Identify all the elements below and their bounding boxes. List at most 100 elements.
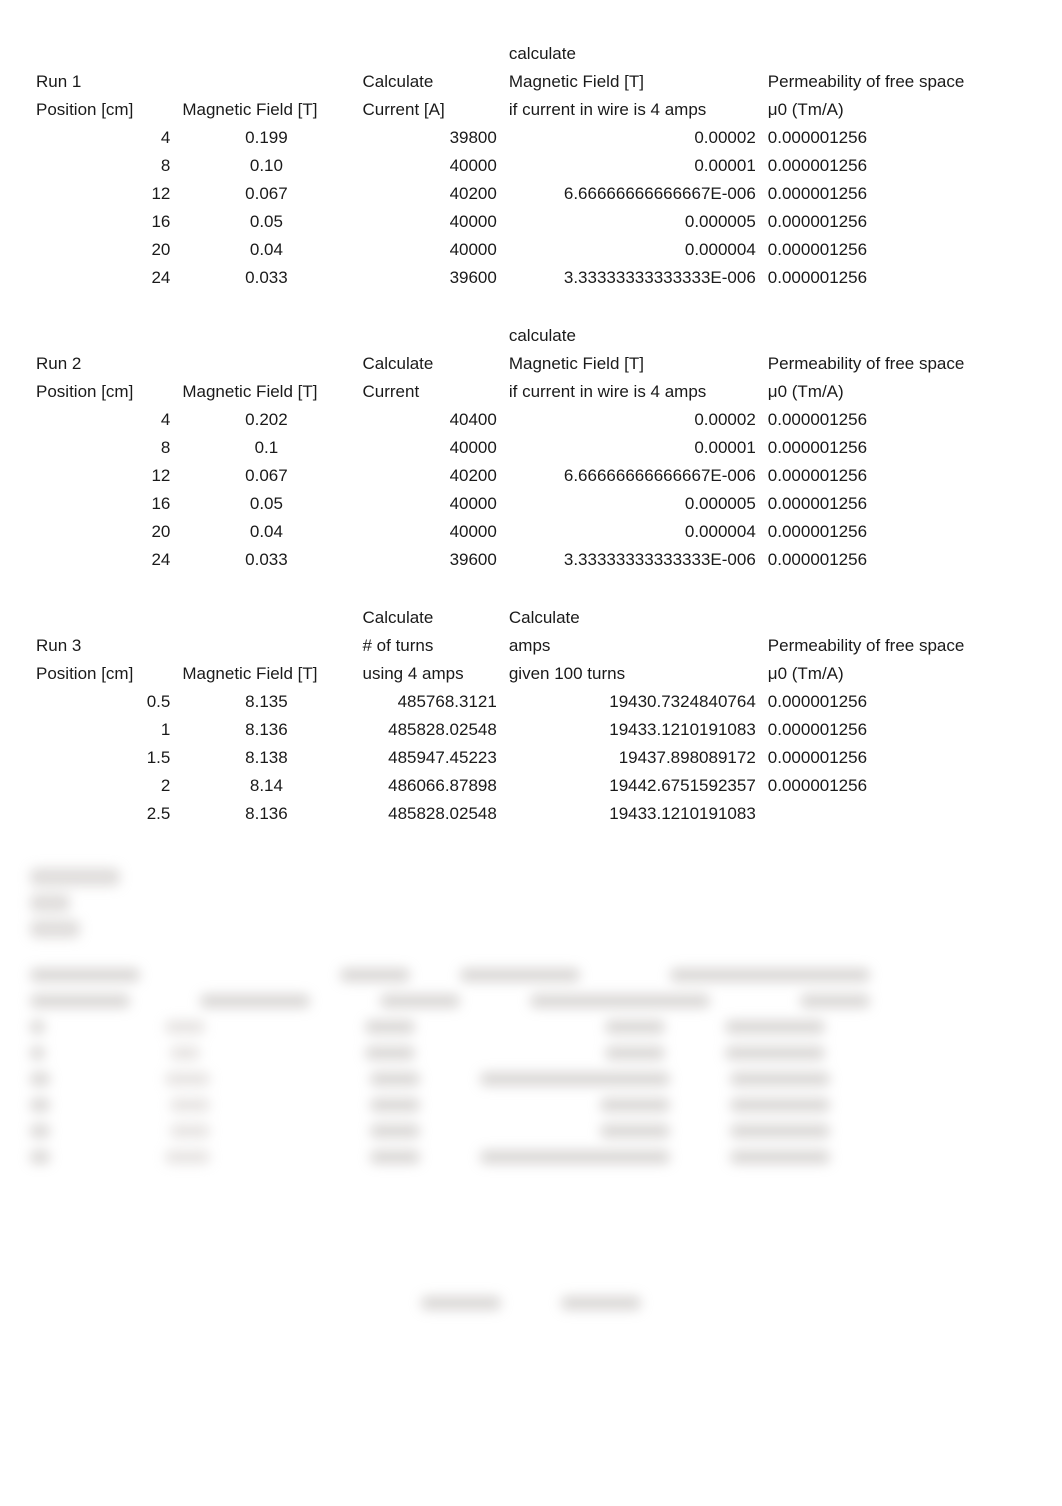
- header-cell: Calculate: [356, 350, 502, 378]
- table-row: Run 1 Calculate Magnetic Field [T] Perme…: [30, 68, 1032, 96]
- table-row: Run 3 # of turns amps Permeability of fr…: [30, 632, 1032, 660]
- cell: 0.033: [176, 546, 356, 574]
- cell: 485768.3121: [356, 688, 502, 716]
- cell: 0.5: [30, 688, 176, 716]
- cell: 4: [30, 406, 176, 434]
- header-cell: # of turns: [356, 632, 502, 660]
- header-cell: Magnetic Field [T]: [503, 68, 762, 96]
- table-row: Run 2 Calculate Magnetic Field [T] Perme…: [30, 350, 1032, 378]
- cell: 0.000001256: [762, 546, 1032, 574]
- table-row: Position [cm] Magnetic Field [T] Current…: [30, 378, 1032, 406]
- spreadsheet-page: calculate Run 1 Calculate Magnetic Field…: [0, 0, 1062, 1352]
- cell: 40000: [356, 236, 502, 264]
- header-cell: calculate: [503, 40, 762, 68]
- cell: 3.33333333333333E-006: [503, 546, 762, 574]
- header-cell: amps: [503, 632, 762, 660]
- cell: 0.05: [176, 208, 356, 236]
- cell: 3.33333333333333E-006: [503, 264, 762, 292]
- header-cell: Calculate: [503, 604, 762, 632]
- cell: 24: [30, 546, 176, 574]
- table-row: calculate: [30, 322, 1032, 350]
- cell: 8.136: [176, 716, 356, 744]
- cell: 40000: [356, 434, 502, 462]
- cell: 39600: [356, 546, 502, 574]
- table-row: 4 0.202 40400 0.00002 0.000001256: [30, 406, 1032, 434]
- table-run2: calculate Run 2 Calculate Magnetic Field…: [30, 322, 1032, 574]
- cell: 2.5: [30, 800, 176, 828]
- cell: 0.199: [176, 124, 356, 152]
- cell: 0.000004: [503, 518, 762, 546]
- cell: 0.000001256: [762, 490, 1032, 518]
- cell: 0.000001256: [762, 688, 1032, 716]
- table-row: 16 0.05 40000 0.000005 0.000001256: [30, 208, 1032, 236]
- cell: 0.000001256: [762, 462, 1032, 490]
- table-run1: calculate Run 1 Calculate Magnetic Field…: [30, 40, 1032, 292]
- cell: 0.067: [176, 462, 356, 490]
- table-row: Calculate Calculate: [30, 604, 1032, 632]
- header-cell: given 100 turns: [503, 660, 762, 688]
- cell: 20: [30, 236, 176, 264]
- table-row: 1.5 8.138 485947.45223 19437.898089172 0…: [30, 744, 1032, 772]
- cell: 40000: [356, 152, 502, 180]
- cell: [762, 800, 1032, 828]
- cell: 6.66666666666667E-006: [503, 180, 762, 208]
- table-row: 12 0.067 40200 6.66666666666667E-006 0.0…: [30, 462, 1032, 490]
- cell: 12: [30, 462, 176, 490]
- cell: 40200: [356, 462, 502, 490]
- cell: 0.000001256: [762, 180, 1032, 208]
- cell: 0.000001256: [762, 406, 1032, 434]
- header-cell: Position [cm]: [30, 378, 176, 406]
- cell: 1.5: [30, 744, 176, 772]
- header-cell: Calculate: [356, 604, 502, 632]
- cell: 0.000001256: [762, 518, 1032, 546]
- header-cell: μ0 (Tm/A): [762, 660, 1032, 688]
- header-cell: Magnetic Field [T]: [503, 350, 762, 378]
- cell: 24: [30, 264, 176, 292]
- header-cell: Current [A]: [356, 96, 502, 124]
- header-cell: μ0 (Tm/A): [762, 96, 1032, 124]
- header-cell: Current: [356, 378, 502, 406]
- cell: 40000: [356, 518, 502, 546]
- cell: 0.000001256: [762, 152, 1032, 180]
- cell: 0.05: [176, 490, 356, 518]
- cell: 0.000001256: [762, 744, 1032, 772]
- header-cell: if current in wire is 4 amps: [503, 378, 762, 406]
- cell: 8: [30, 434, 176, 462]
- header-cell: using 4 amps: [356, 660, 502, 688]
- table-run3: Calculate Calculate Run 3 # of turns amp…: [30, 604, 1032, 828]
- cell: 0.1: [176, 434, 356, 462]
- cell: 0.000001256: [762, 434, 1032, 462]
- table-row: Position [cm] Magnetic Field [T] Current…: [30, 96, 1032, 124]
- cell: 0.04: [176, 518, 356, 546]
- cell: 0.04: [176, 236, 356, 264]
- cell: 0.00002: [503, 406, 762, 434]
- run-title: Run 2: [30, 350, 176, 378]
- cell: 0.000005: [503, 208, 762, 236]
- table-row: Position [cm] Magnetic Field [T] using 4…: [30, 660, 1032, 688]
- cell: 40200: [356, 180, 502, 208]
- table-row: 20 0.04 40000 0.000004 0.000001256: [30, 518, 1032, 546]
- cell: 0.000005: [503, 490, 762, 518]
- cell: 2: [30, 772, 176, 800]
- cell: 39800: [356, 124, 502, 152]
- cell: 485828.02548: [356, 716, 502, 744]
- header-cell: Magnetic Field [T]: [176, 96, 356, 124]
- cell: 39600: [356, 264, 502, 292]
- cell: 8.14: [176, 772, 356, 800]
- cell: 0.00002: [503, 124, 762, 152]
- cell: 40400: [356, 406, 502, 434]
- cell: 20: [30, 518, 176, 546]
- cell: 19430.7324840764: [503, 688, 762, 716]
- table-row: 16 0.05 40000 0.000005 0.000001256: [30, 490, 1032, 518]
- cell: 19433.1210191083: [503, 800, 762, 828]
- cell: 1: [30, 716, 176, 744]
- cell: 0.000001256: [762, 264, 1032, 292]
- cell: 0.000001256: [762, 124, 1032, 152]
- table-row: 12 0.067 40200 6.66666666666667E-006 0.0…: [30, 180, 1032, 208]
- table-row: 24 0.033 39600 3.33333333333333E-006 0.0…: [30, 264, 1032, 292]
- header-cell: calculate: [503, 322, 762, 350]
- table-row: 24 0.033 39600 3.33333333333333E-006 0.0…: [30, 546, 1032, 574]
- run-title: Run 3: [30, 632, 176, 660]
- cell: 0.067: [176, 180, 356, 208]
- cell: 0.202: [176, 406, 356, 434]
